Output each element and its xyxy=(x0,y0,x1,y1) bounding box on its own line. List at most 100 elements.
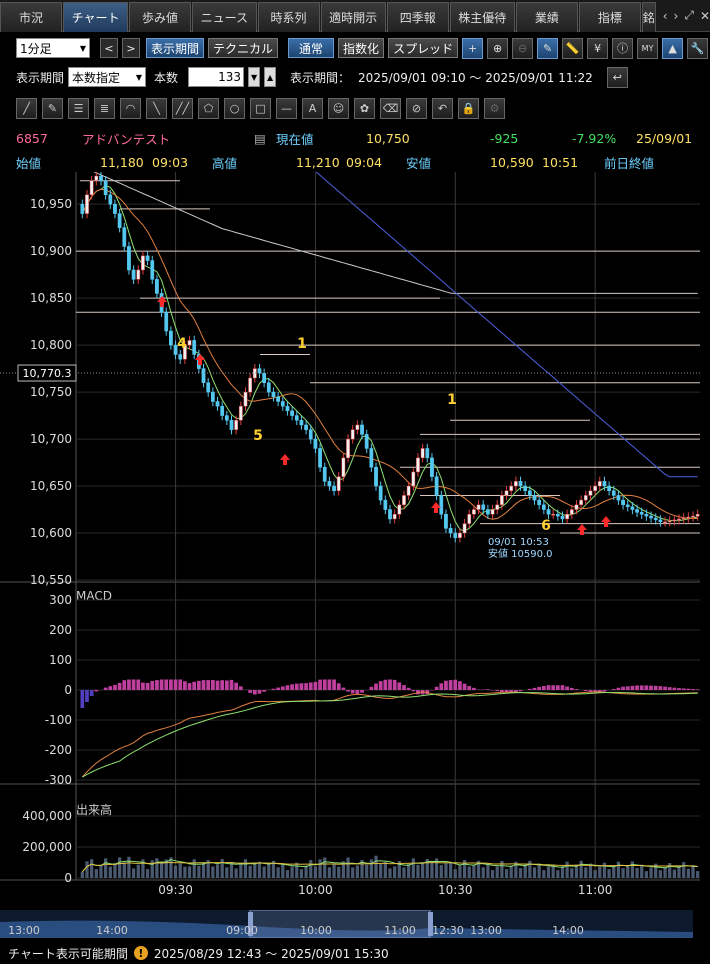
interval-select[interactable]: 1分足 ▼ xyxy=(16,38,90,58)
eraser-tool-icon[interactable]: ⌫ xyxy=(380,97,401,119)
circle-tool-icon[interactable]: ○ xyxy=(224,97,245,119)
high-value: 11,210 xyxy=(296,154,340,170)
count-up-button[interactable]: ▲ xyxy=(264,67,277,87)
candle xyxy=(467,513,472,524)
tab-4[interactable]: 時系列 xyxy=(257,2,320,32)
volume-bar xyxy=(472,864,476,878)
candle xyxy=(257,368,262,374)
yen-icon[interactable]: ¥ xyxy=(587,37,609,59)
lock-tool-icon[interactable]: 🔒 xyxy=(458,97,479,119)
volume-bar xyxy=(495,866,499,878)
technical-button[interactable]: テクニカル xyxy=(208,38,279,58)
high-time: 09:04 xyxy=(346,154,383,170)
my-icon[interactable]: MY xyxy=(637,37,659,59)
tab-3[interactable]: ニュース xyxy=(192,2,257,32)
macd-histogram-bar xyxy=(224,680,229,690)
candles xyxy=(80,172,700,543)
low-label: 安値 xyxy=(406,155,432,171)
macd-histogram-bar xyxy=(500,690,504,693)
volume-bar xyxy=(640,864,644,878)
candle xyxy=(439,495,444,515)
volume-bar xyxy=(192,859,196,878)
rectangle-tool-icon[interactable]: □ xyxy=(250,97,271,119)
macd-histogram-bar xyxy=(649,685,653,690)
candle xyxy=(183,344,187,360)
stock-chart[interactable]: 10,950 10,900 10,850 10,800 10,750 10,700 10,6… xyxy=(0,172,710,908)
close-icon[interactable]: ✕ xyxy=(699,8,710,23)
tab-5[interactable]: 適時開示 xyxy=(320,2,386,32)
macd-histogram-bar xyxy=(206,680,211,690)
tab-6[interactable]: 四季報 xyxy=(386,2,449,32)
macd-histogram-bar xyxy=(360,690,364,693)
tab-10[interactable]: 銘 xyxy=(641,2,656,32)
plus-icon[interactable]: + xyxy=(462,37,484,59)
parallel-tool-icon[interactable]: ╱╱ xyxy=(172,97,193,119)
candle xyxy=(523,485,528,491)
candle xyxy=(527,490,532,496)
volume-tick: 0 xyxy=(64,871,72,885)
candle xyxy=(308,429,313,440)
candle xyxy=(635,509,639,513)
speed-lines-tool-icon[interactable]: ╲ xyxy=(146,97,167,119)
candle xyxy=(444,513,448,529)
line-tool-icon[interactable]: ╱ xyxy=(16,97,37,119)
candle xyxy=(569,509,574,515)
undo-tool-icon[interactable]: ↶ xyxy=(432,97,453,119)
eraser-selection-tool-icon[interactable]: ⊘ xyxy=(406,97,427,119)
zoom-out-icon[interactable]: ⊖ xyxy=(512,37,534,59)
stamp-tool-icon[interactable]: ✿ xyxy=(354,97,375,119)
tab-8[interactable]: 業績 xyxy=(515,2,578,32)
horizontal-line-tool-icon[interactable]: — xyxy=(276,97,297,119)
spread-button[interactable]: スプレッド xyxy=(388,38,459,58)
hlines2-tool-icon[interactable]: ≣ xyxy=(94,97,115,119)
return-icon[interactable]: ↩ xyxy=(606,66,628,88)
text-tool-icon[interactable]: A xyxy=(302,97,323,119)
index-button[interactable]: 指数化 xyxy=(338,38,385,58)
volume-bar xyxy=(173,865,178,878)
mountain-chart-icon[interactable]: ▲ xyxy=(662,37,684,59)
hlines-tool-icon[interactable]: ☰ xyxy=(68,97,89,119)
volume-bar xyxy=(579,860,583,878)
tab-0[interactable]: 市況 xyxy=(0,2,62,32)
candle xyxy=(462,523,467,534)
zoom-in-icon[interactable]: ⊕ xyxy=(487,37,509,59)
document-icon[interactable]: ▤ xyxy=(254,130,266,146)
macd-tick: -200 xyxy=(45,743,72,757)
normal-button[interactable]: 通常 xyxy=(288,38,335,58)
volume-bar xyxy=(668,863,672,878)
pentagon-tool-icon[interactable]: ⬠ xyxy=(198,97,219,119)
pencil-tool-icon[interactable]: ✎ xyxy=(42,97,63,119)
pen-icon[interactable]: ✎ xyxy=(537,37,559,59)
ruler-icon[interactable]: 📏 xyxy=(562,37,584,59)
period-mode-select[interactable]: 本数指定 ▼ xyxy=(68,67,147,87)
info-icon[interactable]: ⓘ xyxy=(612,37,634,59)
footer-range: 2025/08/29 12:43 ～ 2025/09/01 15:30 xyxy=(153,946,389,961)
restore-icon[interactable]: ⤢ xyxy=(684,8,694,22)
tab-7[interactable]: 株主優待 xyxy=(449,2,515,32)
period-navigator[interactable]: 13:00 14:00 09:00 10:00 11:00 12:30 13:00 14:00 xyxy=(0,910,693,938)
candle xyxy=(644,513,649,517)
macd-histogram-bar xyxy=(103,687,108,690)
next-button[interactable]: > xyxy=(122,38,140,58)
tab-9[interactable]: 指標 xyxy=(578,2,641,32)
count-down-button[interactable]: ▼ xyxy=(248,67,261,87)
fan-tool-icon[interactable]: ◠ xyxy=(120,97,141,119)
macd-histogram-bar xyxy=(504,690,509,693)
candle xyxy=(672,519,677,522)
count-input[interactable]: 133 xyxy=(188,67,245,87)
macd-histogram-bar xyxy=(308,682,313,690)
tab-2[interactable]: 歩み値 xyxy=(129,2,192,32)
candle xyxy=(383,499,388,510)
prev-button[interactable]: < xyxy=(100,38,118,58)
tab-prev-icon[interactable]: ‹ xyxy=(662,8,668,23)
settings-tool-icon[interactable]: ⚙ xyxy=(484,97,505,119)
display-period-button[interactable]: 表示期間 xyxy=(146,38,205,58)
macd-histogram-bar xyxy=(453,679,458,690)
volume-bar xyxy=(355,865,359,878)
tab-1[interactable]: チャート xyxy=(63,2,129,32)
volume-bar xyxy=(127,856,131,878)
macd-histogram-bar xyxy=(448,680,453,690)
wrench-icon[interactable]: 🔧 xyxy=(687,37,709,59)
icon-tool-icon[interactable]: ☺ xyxy=(328,97,349,119)
tab-next-icon[interactable]: › xyxy=(673,8,679,23)
